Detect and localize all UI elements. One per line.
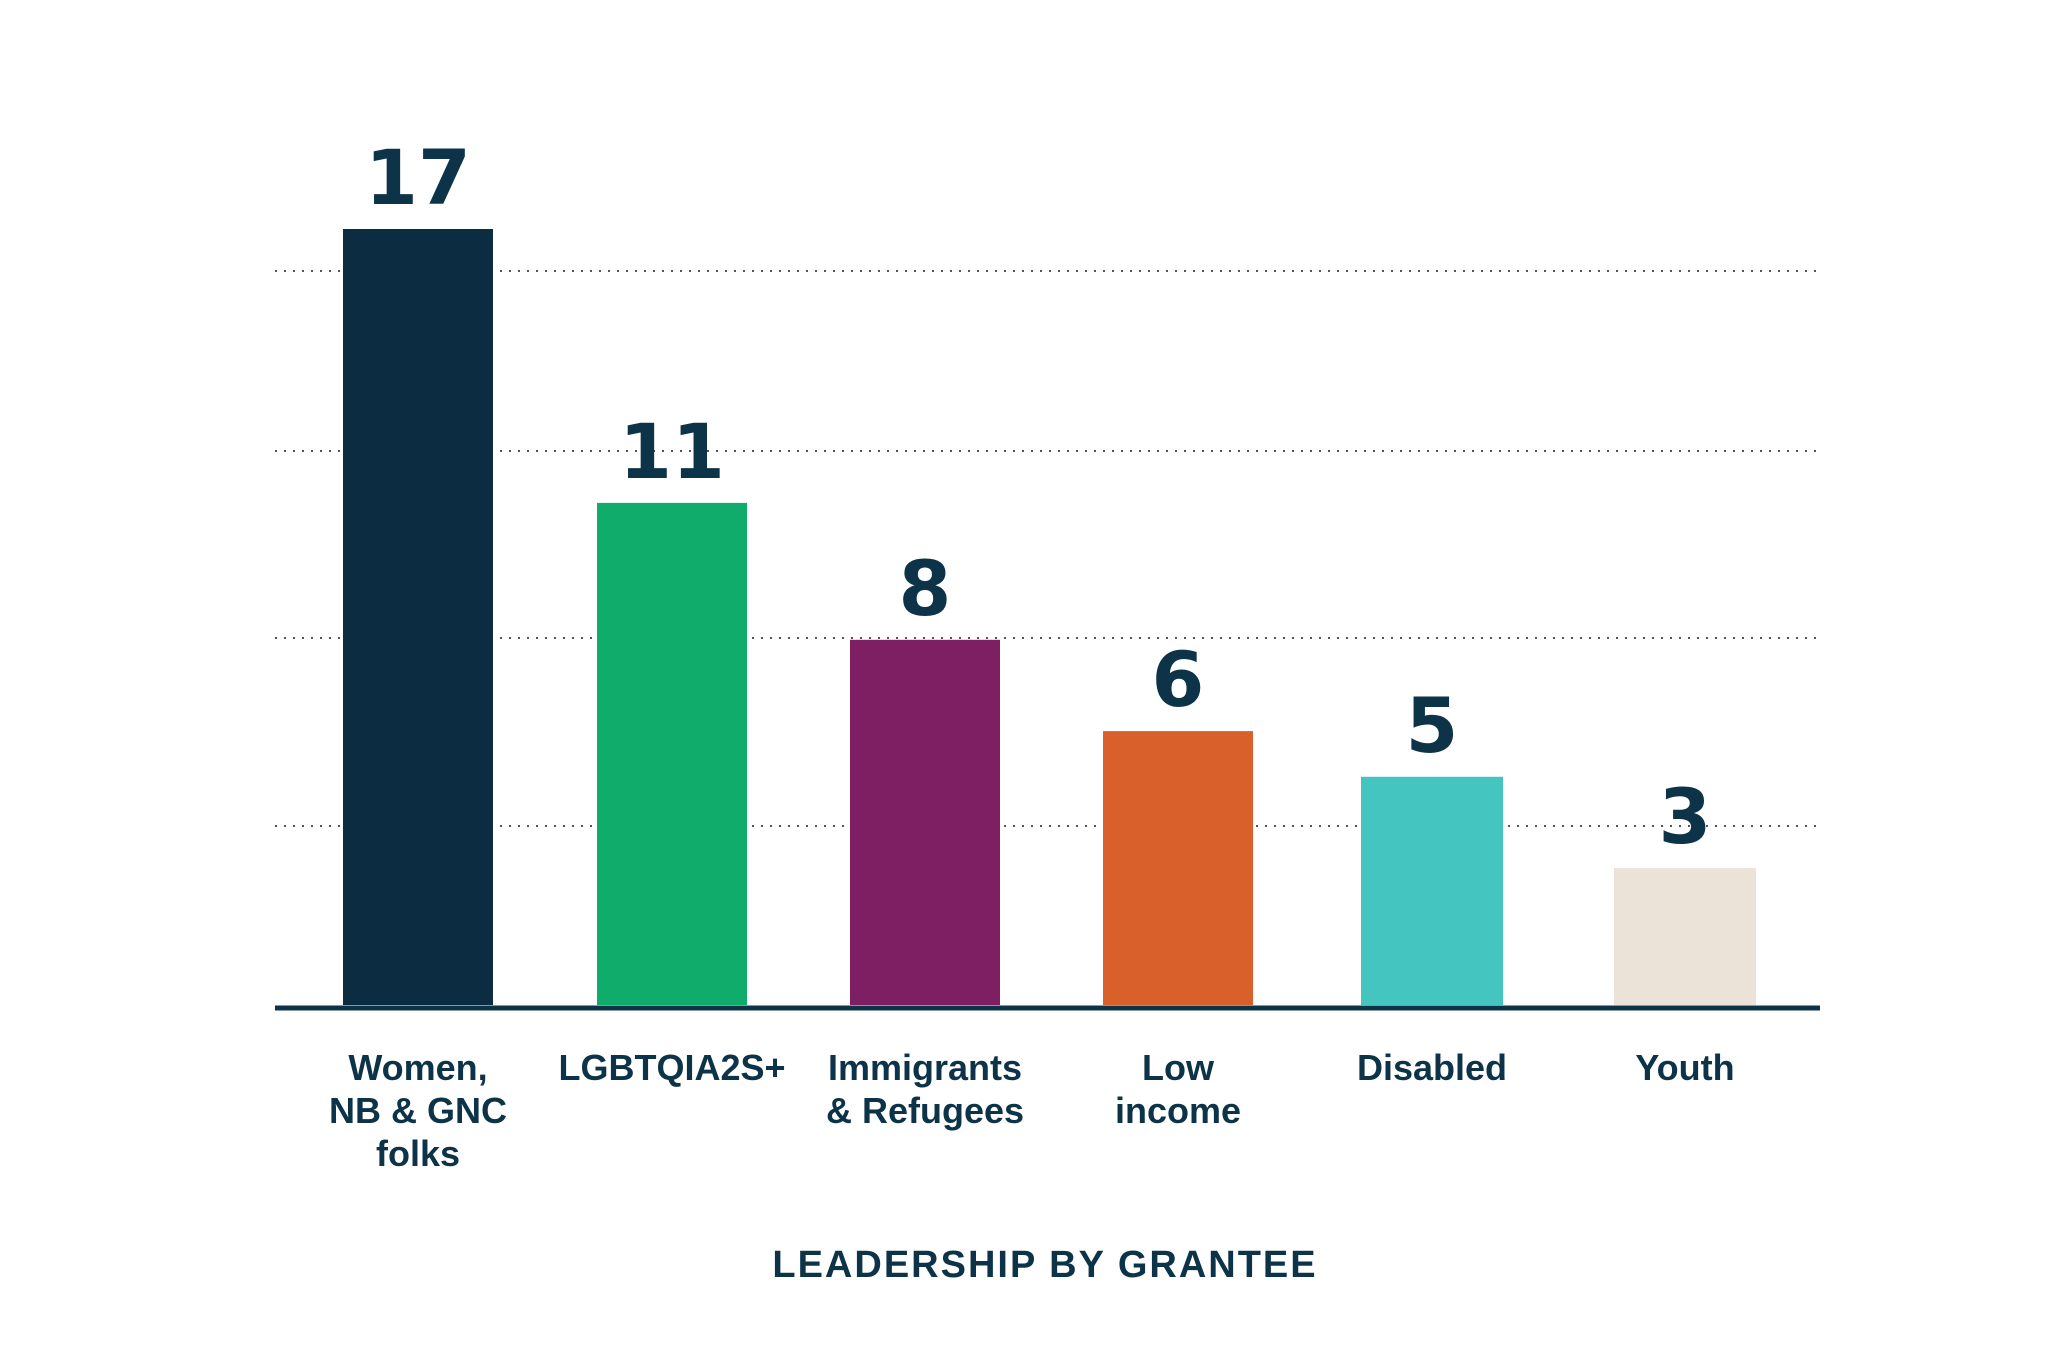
category-label-line: income bbox=[1115, 1090, 1241, 1131]
chart-title: LEADERSHIP BY GRANTEE bbox=[772, 1244, 1317, 1286]
value-label: 5 bbox=[1406, 681, 1459, 770]
bar bbox=[1361, 776, 1503, 1005]
category-label-line: Low bbox=[1142, 1047, 1215, 1088]
category-label-line: Youth bbox=[1635, 1047, 1734, 1088]
category-label-line: Immigrants bbox=[828, 1047, 1022, 1088]
bar bbox=[597, 502, 747, 1005]
category-label: Youth bbox=[1635, 1047, 1734, 1088]
category-label-line: LGBTQIA2S+ bbox=[558, 1047, 785, 1088]
value-label: 6 bbox=[1152, 635, 1205, 724]
category-label: Low income bbox=[1115, 1047, 1241, 1131]
value-label: 8 bbox=[899, 544, 952, 633]
category-label: Women, NB & GNC folks bbox=[329, 1047, 507, 1174]
bar bbox=[1614, 868, 1756, 1005]
gridlines bbox=[275, 270, 1822, 827]
value-label: 3 bbox=[1659, 772, 1712, 861]
category-label-line: Disabled bbox=[1357, 1047, 1507, 1088]
category-label: LGBTQIA2S+ bbox=[558, 1047, 785, 1088]
category-labels: Women, NB & GNC folks LGBTQIA2S+ Immigrants &… bbox=[329, 1047, 1735, 1174]
bar bbox=[343, 229, 493, 1005]
category-label-line: Women, bbox=[348, 1047, 487, 1088]
bar bbox=[850, 639, 1000, 1005]
category-label-line: NB & GNC bbox=[329, 1090, 507, 1131]
value-labels: 17 11 8 6 5 3 bbox=[365, 133, 1711, 861]
bar bbox=[1103, 731, 1253, 1005]
category-label: Immigrants & Refugees bbox=[826, 1047, 1024, 1131]
category-label: Disabled bbox=[1357, 1047, 1507, 1088]
category-label-line: & Refugees bbox=[826, 1090, 1024, 1131]
category-label-line: folks bbox=[376, 1133, 460, 1174]
value-label: 11 bbox=[619, 407, 725, 496]
value-label: 17 bbox=[365, 133, 471, 222]
bars bbox=[343, 229, 1756, 1005]
